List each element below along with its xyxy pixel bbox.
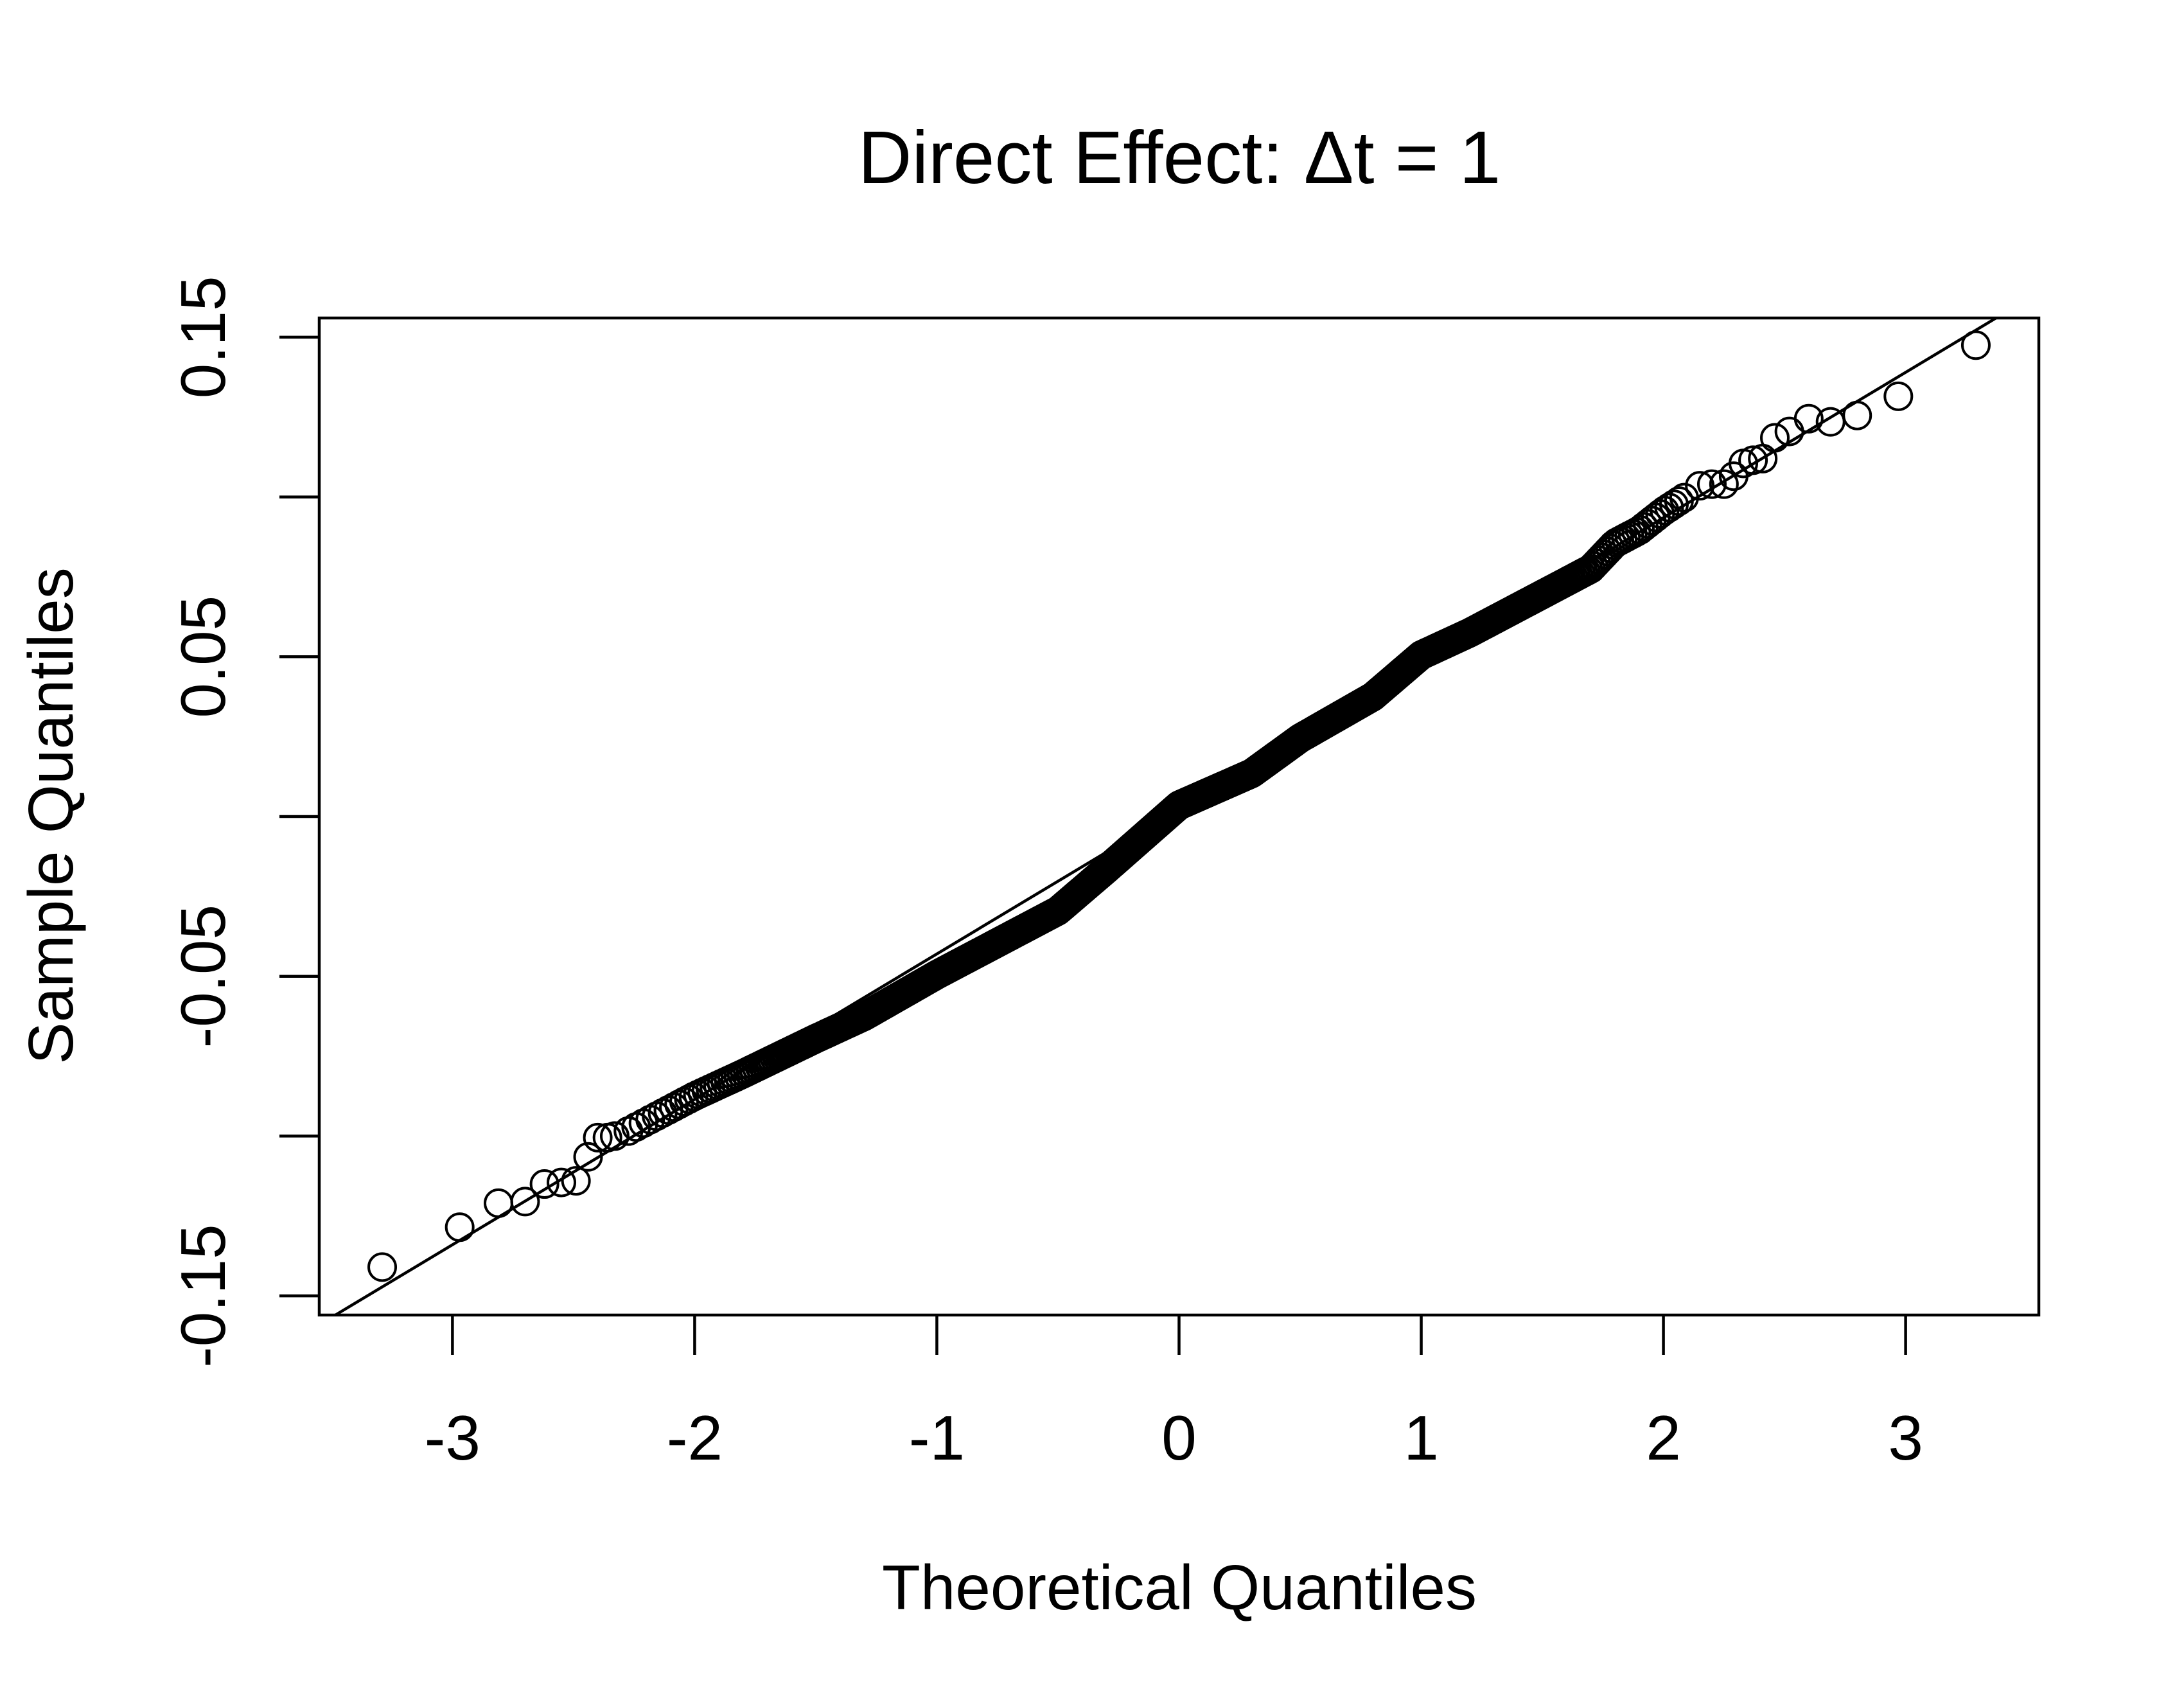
y-axis-label: Sample Quantiles (15, 567, 86, 1064)
qq-point (1654, 493, 1684, 523)
x-tick-label: 0 (1161, 1402, 1197, 1473)
qq-point (1664, 486, 1694, 516)
qq-point (1760, 423, 1790, 453)
x-tick-label: 1 (1404, 1402, 1439, 1473)
qq-point (1685, 471, 1715, 501)
qq-point (367, 1252, 398, 1282)
data-points (367, 330, 1991, 1282)
qq-point (1696, 469, 1727, 499)
axes: -3 -2 -1 0 1 2 3 -0.15 -0.05 0.05 0.15 (168, 276, 2041, 1473)
x-tick-label: -3 (425, 1402, 480, 1473)
x-tick-label: -1 (909, 1402, 965, 1473)
qq-point (1793, 403, 1824, 434)
qq-point (599, 1121, 630, 1151)
qq-point (1738, 445, 1768, 475)
qq-point (484, 1188, 514, 1218)
qq-point (583, 1122, 613, 1153)
y-tick-label: -0.15 (168, 1224, 238, 1367)
qq-point (529, 1169, 559, 1199)
qq-point (573, 1142, 603, 1172)
qq-point (547, 1167, 577, 1197)
chart-title: Direct Effect: Δt = 1 (858, 116, 1501, 199)
qq-point (1960, 330, 1991, 360)
qq-point (1669, 482, 1699, 513)
qq-point (1709, 469, 1739, 499)
x-tick-label: -2 (667, 1402, 723, 1473)
y-tick-label: 0.15 (168, 276, 238, 398)
y-tick-label: -0.05 (168, 905, 238, 1048)
qq-point (445, 1212, 475, 1242)
qq-point (561, 1166, 591, 1196)
qq-point (510, 1187, 540, 1217)
qq-point (1842, 400, 1872, 430)
y-tick-label: 0.05 (168, 596, 238, 718)
qq-point (1883, 381, 1914, 411)
x-tick-label: 2 (1646, 1402, 1681, 1473)
x-axis-label: Theoretical Quantiles (882, 1552, 1477, 1623)
x-tick-label: 3 (1888, 1402, 1923, 1473)
